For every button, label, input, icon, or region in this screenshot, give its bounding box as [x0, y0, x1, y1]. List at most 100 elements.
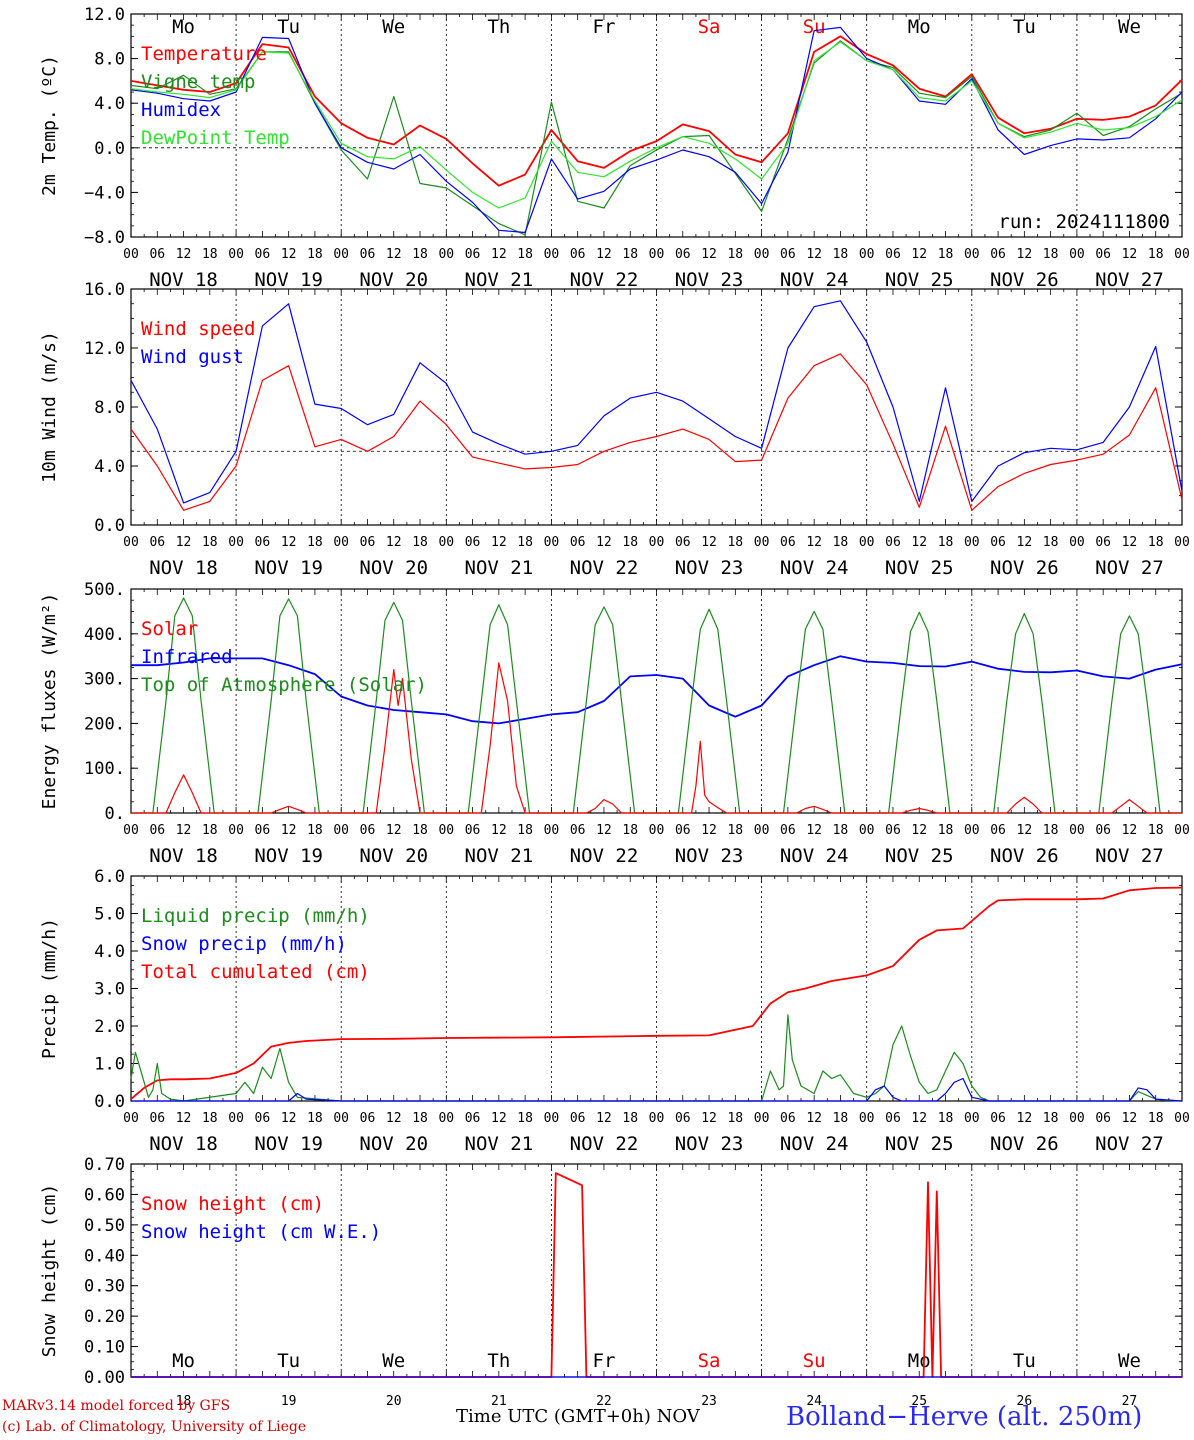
temp-weekday-label: Mo [908, 16, 931, 38]
energy-hour-tick-label: 12 [491, 823, 507, 838]
energy-hour-tick-label: 18 [1043, 823, 1059, 838]
wind-legend-entry: Wind gust [141, 346, 244, 368]
snow-y-tick-label: 0.40 [84, 1246, 125, 1266]
precip-date-label: NOV 19 [254, 1133, 323, 1155]
temp-date-label: NOV 24 [780, 269, 849, 291]
wind-y-tick-label: 0.0 [94, 516, 125, 536]
wind-hour-tick-label: 00 [228, 535, 244, 550]
temp-hour-tick-label: 12 [176, 247, 192, 262]
energy-hour-tick-label: 00 [964, 823, 980, 838]
precip-hour-tick-label: 06 [149, 1111, 165, 1126]
wind-hour-tick-label: 18 [622, 535, 638, 550]
precip-hour-tick-label: 00 [1069, 1111, 1085, 1126]
snow-day-number: 23 [701, 1394, 717, 1409]
precip-hour-tick-label: 06 [255, 1111, 271, 1126]
precip-hour-tick-label: 00 [1174, 1111, 1190, 1126]
temp-run-annotation: run: 2024111800 [998, 211, 1170, 233]
wind-date-label: NOV 20 [359, 557, 428, 579]
wind-hour-tick-label: 18 [1148, 535, 1164, 550]
precip-y-tick-label: 2.0 [94, 1017, 125, 1037]
temp-date-label: NOV 21 [465, 269, 534, 291]
temp-hour-tick-label: 12 [806, 247, 822, 262]
energy-hour-tick-label: 12 [1122, 823, 1138, 838]
energy-hour-tick-label: 06 [465, 823, 481, 838]
precip-y-tick-label: 6.0 [94, 867, 125, 887]
energy-hour-tick-label: 12 [176, 823, 192, 838]
snow-legend-entry: Snow height (cm) [141, 1193, 324, 1215]
precip-hour-tick-label: 12 [911, 1111, 927, 1126]
temp-date-label: NOV 27 [1095, 269, 1164, 291]
energy-date-label: NOV 25 [885, 845, 954, 867]
precip-hour-tick-label: 12 [176, 1111, 192, 1126]
energy-hour-tick-label: 06 [675, 823, 691, 838]
snow-y-tick-label: 0.20 [84, 1307, 125, 1327]
precip-date-label: NOV 25 [885, 1133, 954, 1155]
temp-hour-tick-label: 00 [228, 247, 244, 262]
wind-hour-tick-label: 12 [1122, 535, 1138, 550]
wind-hour-tick-label: 18 [517, 535, 533, 550]
wind-hour-tick-label: 18 [833, 535, 849, 550]
precip-series-line [130, 1014, 1183, 1102]
energy-hour-tick-label: 00 [228, 823, 244, 838]
wind-hour-tick-label: 06 [570, 535, 586, 550]
energy-hour-tick-label: 00 [333, 823, 349, 838]
precip-hour-tick-label: 18 [1148, 1111, 1164, 1126]
temp-hour-tick-label: 00 [333, 247, 349, 262]
temp-date-label: NOV 23 [675, 269, 744, 291]
energy-hour-tick-label: 00 [544, 823, 560, 838]
wind-y-axis-label: 10m Wind (m/s) [39, 331, 60, 483]
temp-weekday-label: We [382, 16, 405, 38]
energy-hour-tick-label: 12 [701, 823, 717, 838]
wind-hour-tick-label: 00 [859, 535, 875, 550]
wind-hour-tick-label: 18 [1043, 535, 1059, 550]
temp-hour-tick-label: 12 [911, 247, 927, 262]
temp-weekday-label: Mo [172, 16, 195, 38]
wind-hour-tick-label: 06 [149, 535, 165, 550]
precip-hour-tick-label: 00 [438, 1111, 454, 1126]
temp-hour-tick-label: 18 [622, 247, 638, 262]
energy-y-axis-label: Energy fluxes (W/m²) [39, 593, 60, 810]
snow-y-tick-label: 0.50 [84, 1216, 125, 1236]
wind-hour-tick-label: 12 [491, 535, 507, 550]
energy-hour-tick-label: 00 [1069, 823, 1085, 838]
energy-hour-tick-label: 00 [123, 823, 139, 838]
energy-series-line [131, 655, 1183, 725]
energy-y-tick-label: 400. [84, 625, 125, 645]
energy-hour-tick-label: 06 [1095, 823, 1111, 838]
wind-hour-tick-label: 06 [675, 535, 691, 550]
wind-hour-tick-label: 00 [754, 535, 770, 550]
temp-hour-tick-label: 12 [386, 247, 402, 262]
temp-hour-tick-label: 00 [859, 247, 875, 262]
snow-day-number: 24 [806, 1394, 822, 1409]
snow-y-axis-label: Snow height (cm) [39, 1184, 60, 1357]
wind-hour-tick-label: 00 [438, 535, 454, 550]
temp-hour-tick-label: 18 [833, 247, 849, 262]
wind-hour-tick-label: 18 [202, 535, 218, 550]
precip-legend-entry: Liquid precip (mm/h) [141, 905, 370, 927]
wind-hour-tick-label: 00 [964, 535, 980, 550]
precip-hour-tick-label: 12 [806, 1111, 822, 1126]
wind-y-tick-label: 12.0 [84, 339, 125, 359]
snow-weekday-label: Tu [277, 1350, 300, 1372]
wind-date-label: NOV 24 [780, 557, 849, 579]
temp-hour-tick-label: 06 [990, 247, 1006, 262]
precip-hour-tick-label: 00 [649, 1111, 665, 1126]
wind-hour-tick-label: 12 [281, 535, 297, 550]
precip-hour-tick-label: 00 [333, 1111, 349, 1126]
precip-hour-tick-label: 18 [412, 1111, 428, 1126]
temp-hour-tick-label: 12 [701, 247, 717, 262]
energy-date-label: NOV 19 [254, 845, 323, 867]
wind-series-line [130, 353, 1183, 511]
wind-hour-tick-label: 06 [360, 535, 376, 550]
temp-weekday-label: Th [487, 16, 510, 38]
wind-hour-tick-label: 06 [885, 535, 901, 550]
temp-weekday-label: We [1118, 16, 1141, 38]
precip-hour-tick-label: 00 [754, 1111, 770, 1126]
temp-hour-tick-label: 00 [1174, 247, 1190, 262]
wind-hour-tick-label: 06 [990, 535, 1006, 550]
wind-hour-tick-label: 18 [727, 535, 743, 550]
wind-date-label: NOV 19 [254, 557, 323, 579]
precip-hour-tick-label: 12 [1122, 1111, 1138, 1126]
temp-date-label: NOV 26 [990, 269, 1059, 291]
temp-date-label: NOV 25 [885, 269, 954, 291]
